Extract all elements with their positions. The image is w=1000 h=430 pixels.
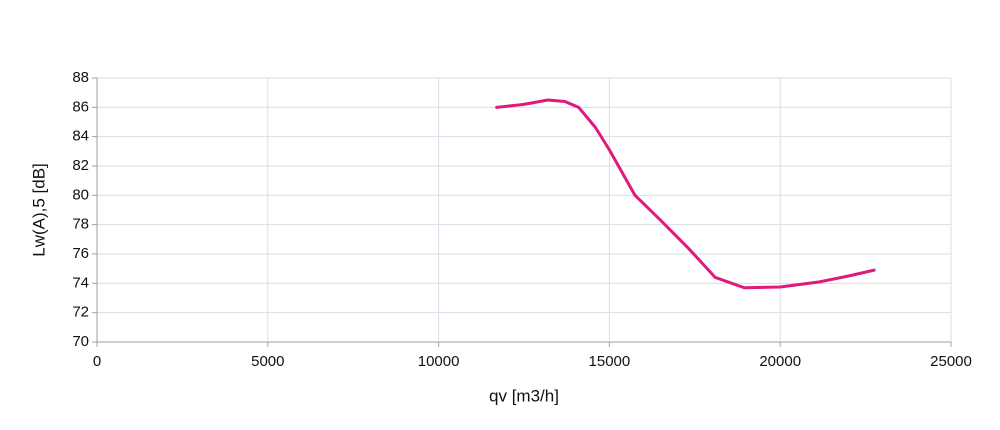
y-tick-label: 88	[72, 69, 89, 86]
y-tick-label: 78	[72, 216, 89, 233]
x-tick-label: 0	[93, 353, 101, 370]
y-axis-label: Lw(A),5 [dB]	[29, 163, 48, 257]
x-tick-label: 5000	[251, 353, 284, 370]
y-tick-label: 84	[72, 128, 89, 145]
y-tick-label: 76	[72, 245, 89, 262]
y-tick-label: 72	[72, 304, 89, 321]
y-tick-label: 74	[72, 274, 89, 291]
x-axis-label: qv [m3/h]	[489, 386, 559, 405]
y-tick-label: 70	[72, 333, 89, 350]
data-line	[495, 98, 876, 290]
y-tick-label: 80	[72, 186, 89, 203]
y-tick-label: 86	[72, 98, 89, 115]
y-tick-label: 82	[72, 157, 89, 174]
x-tick-label: 15000	[589, 353, 631, 370]
x-tick-label: 25000	[930, 353, 972, 370]
x-tick-label: 20000	[759, 353, 801, 370]
x-tick-label: 10000	[418, 353, 460, 370]
